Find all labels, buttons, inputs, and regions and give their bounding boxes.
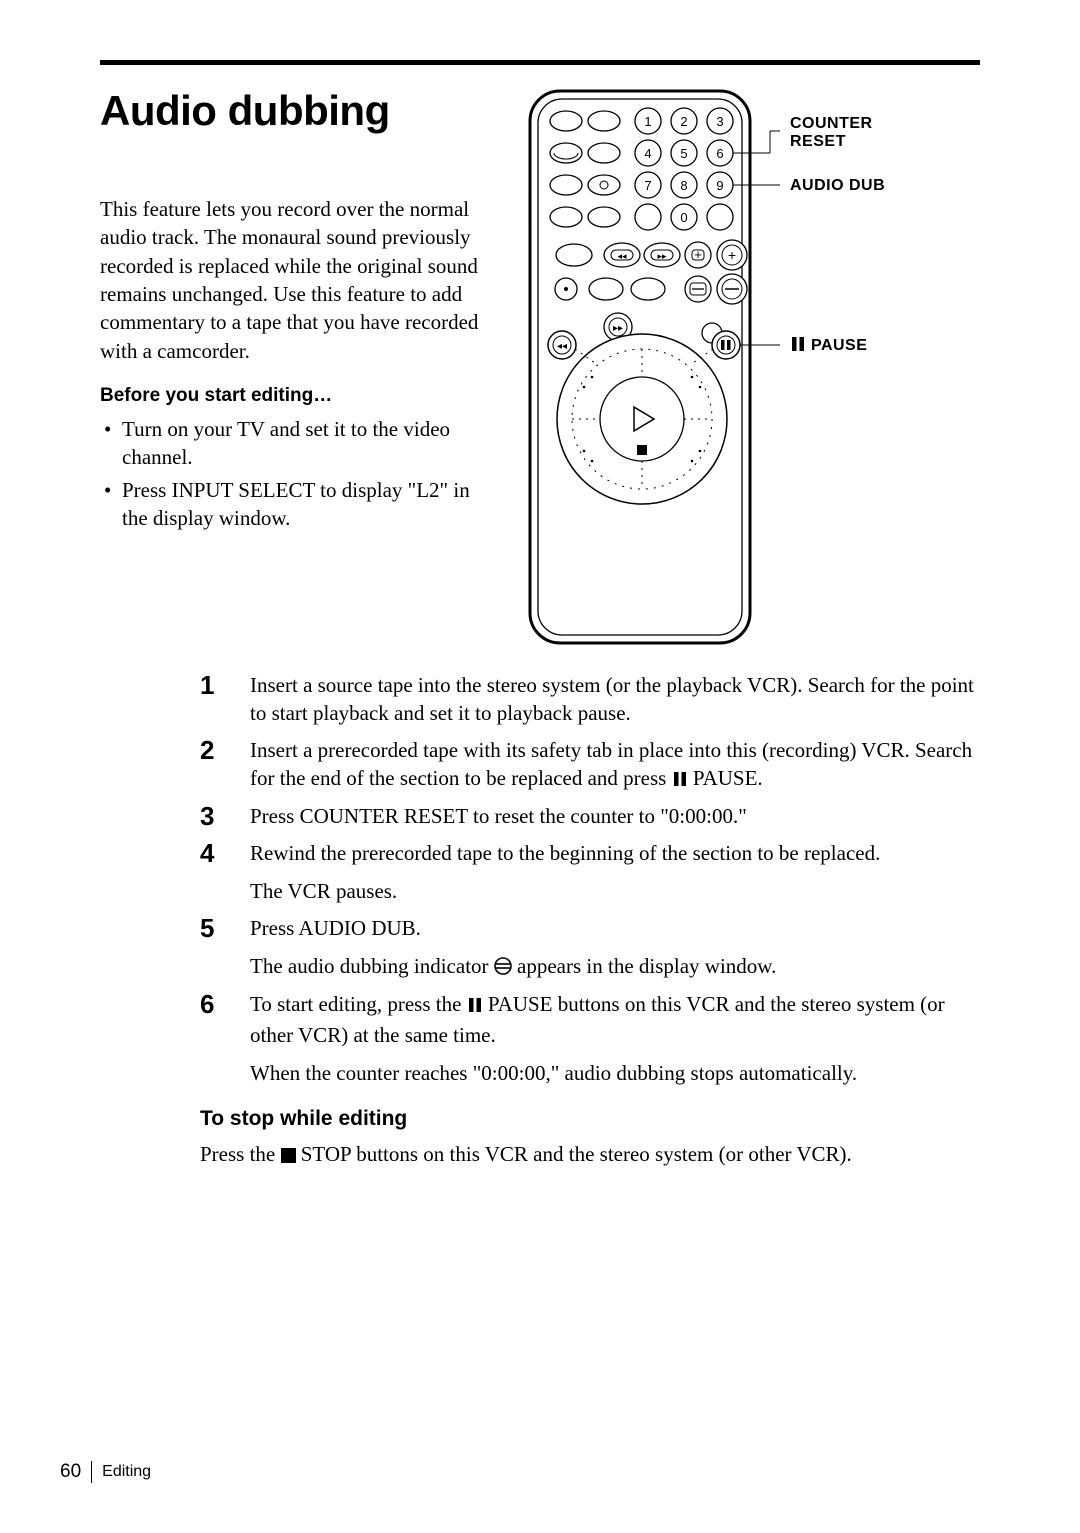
intro-and-remote-row: Audio dubbing This feature lets you reco… bbox=[100, 87, 980, 647]
svg-text:+: + bbox=[728, 247, 736, 263]
step-paragraph: Rewind the prerecorded tape to the begin… bbox=[250, 839, 980, 867]
svg-text:+: + bbox=[694, 247, 702, 262]
svg-text:6: 6 bbox=[716, 146, 723, 161]
step-number: 6 bbox=[200, 990, 224, 1087]
remote-svg: 1 2 3 4 5 6 7 8 9 bbox=[522, 87, 782, 647]
step-paragraph: Press AUDIO DUB. bbox=[250, 914, 980, 942]
step-body: Press AUDIO DUB. The audio dubbing indica… bbox=[250, 914, 980, 983]
step-body: Rewind the prerecorded tape to the begin… bbox=[250, 839, 980, 906]
step-number: 1 bbox=[200, 671, 224, 728]
stop-heading: To stop while editing bbox=[200, 1105, 980, 1133]
intro-paragraph: This feature lets you record over the no… bbox=[100, 195, 490, 365]
step: 6 To start editing, press the PAUSE butto… bbox=[200, 990, 980, 1087]
step-paragraph: The audio dubbing indicator appears in t… bbox=[250, 952, 980, 982]
numbered-steps: 1 Insert a source tape into the stereo sy… bbox=[200, 671, 980, 1087]
svg-text:◂◂: ◂◂ bbox=[557, 341, 567, 352]
step-paragraph: When the counter reaches "0:00:00," audi… bbox=[250, 1059, 980, 1087]
svg-text:2: 2 bbox=[680, 114, 687, 129]
pause-icon bbox=[672, 766, 688, 794]
svg-text:▸▸: ▸▸ bbox=[613, 323, 623, 334]
remote-diagram: 1 2 3 4 5 6 7 8 9 bbox=[522, 87, 980, 647]
svg-text:1: 1 bbox=[644, 114, 651, 129]
step: 3 Press COUNTER RESET to reset the counte… bbox=[200, 802, 980, 831]
step-body: Insert a prerecorded tape with its safet… bbox=[250, 736, 980, 795]
before-bullets: Turn on your TV and set it to the video … bbox=[100, 415, 490, 532]
label-counter-reset: COUNTERRESET bbox=[790, 115, 873, 152]
before-heading: Before you start editing… bbox=[100, 385, 490, 407]
svg-text:3: 3 bbox=[716, 114, 723, 129]
step-number: 2 bbox=[200, 736, 224, 795]
step: 5 Press AUDIO DUB. The audio dubbing indic… bbox=[200, 914, 980, 983]
svg-text:5: 5 bbox=[680, 146, 687, 161]
step-number: 3 bbox=[200, 802, 224, 831]
svg-text:8: 8 bbox=[680, 178, 687, 193]
step: 1 Insert a source tape into the stereo sy… bbox=[200, 671, 980, 728]
step-paragraph: To start editing, press the PAUSE button… bbox=[250, 990, 980, 1049]
step: 4 Rewind the prerecorded tape to the begi… bbox=[200, 839, 980, 906]
label-pause-text: PAUSE bbox=[811, 337, 867, 354]
pause-icon bbox=[790, 336, 806, 357]
step-paragraph: Insert a prerecorded tape with its safet… bbox=[250, 736, 980, 795]
step-number: 4 bbox=[200, 839, 224, 906]
footer-divider bbox=[91, 1461, 92, 1483]
step-number: 5 bbox=[200, 914, 224, 983]
before-bullet-2: Press INPUT SELECT to display "L2" in th… bbox=[100, 476, 490, 533]
footer-section: Editing bbox=[102, 1463, 151, 1481]
step-paragraph: Press COUNTER RESET to reset the counter… bbox=[250, 802, 980, 830]
svg-text:9: 9 bbox=[716, 178, 723, 193]
label-counter-reset-text: COUNTERRESET bbox=[790, 115, 873, 150]
step-paragraph: Insert a source tape into the stereo sys… bbox=[250, 671, 980, 728]
step-body: Press COUNTER RESET to reset the counter… bbox=[250, 802, 980, 831]
page-title: Audio dubbing bbox=[100, 87, 490, 135]
stop-section: To stop while editing Press the STOP but… bbox=[200, 1105, 980, 1170]
svg-text:▸▸: ▸▸ bbox=[657, 251, 667, 261]
page-footer: 60 Editing bbox=[60, 1461, 151, 1483]
label-audio-dub: AUDIO DUB bbox=[790, 177, 885, 195]
svg-text:7: 7 bbox=[644, 178, 651, 193]
top-rule bbox=[100, 60, 980, 65]
stop-text: Press the STOP buttons on this VCR and t… bbox=[200, 1140, 980, 1170]
step-body: Insert a source tape into the stereo sys… bbox=[250, 671, 980, 728]
label-pause: PAUSE bbox=[790, 336, 867, 357]
page-number: 60 bbox=[60, 1461, 81, 1483]
step-body: To start editing, press the PAUSE button… bbox=[250, 990, 980, 1087]
audio-dub-indicator-icon bbox=[494, 954, 512, 982]
svg-text:0: 0 bbox=[680, 210, 687, 225]
step: 2 Insert a prerecorded tape with its safe… bbox=[200, 736, 980, 795]
svg-text:◂◂: ◂◂ bbox=[617, 251, 627, 261]
step-paragraph: The VCR pauses. bbox=[250, 877, 980, 905]
pause-icon bbox=[467, 992, 483, 1020]
stop-icon bbox=[281, 1142, 296, 1170]
svg-text:4: 4 bbox=[644, 146, 651, 161]
left-column: Audio dubbing This feature lets you reco… bbox=[100, 87, 490, 647]
before-bullet-1: Turn on your TV and set it to the video … bbox=[100, 415, 490, 472]
